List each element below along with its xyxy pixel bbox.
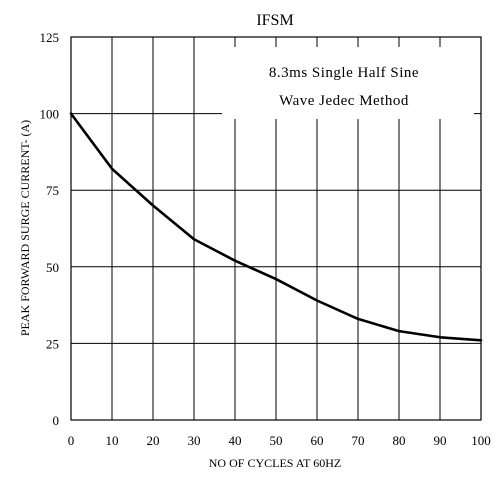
- x-tick-label: 10: [106, 433, 119, 448]
- annotation-background: [222, 47, 474, 119]
- x-tick-label: 30: [188, 433, 201, 448]
- x-tick-label: 60: [311, 433, 324, 448]
- x-tick-label: 0: [68, 433, 75, 448]
- y-tick-label: 125: [40, 30, 60, 45]
- y-tick-label: 50: [46, 260, 59, 275]
- x-tick-label: 80: [393, 433, 406, 448]
- series-line-ifsm: [69, 112, 483, 342]
- x-axis-title: NO OF CYCLES AT 60HZ: [209, 456, 341, 470]
- x-tick-label: 40: [229, 433, 242, 448]
- plot-frame: [70, 36, 482, 421]
- y-tick-label: 100: [40, 107, 60, 122]
- x-tick-label: 20: [147, 433, 160, 448]
- chart-title: IFSM: [256, 12, 293, 29]
- x-tick-label: 90: [434, 433, 447, 448]
- annotation-line-1: 8.3ms Single Half Sine: [269, 65, 419, 81]
- y-axis-title: PEAK FORWARD SURGE CURRENT- (A): [18, 120, 32, 336]
- tick-label-layer: 0 10 20 30 40 50 60 70 80 90 100 0 25 50 75 100 125: [40, 30, 491, 448]
- x-tick-label: 70: [352, 433, 365, 448]
- annotation-line-2: Wave Jedec Method: [279, 93, 409, 109]
- y-tick-label: 25: [46, 336, 59, 351]
- x-tick-label: 100: [471, 433, 491, 448]
- y-tick-label: 75: [46, 183, 59, 198]
- y-tick-label: 0: [53, 413, 60, 428]
- x-tick-label: 50: [270, 433, 283, 448]
